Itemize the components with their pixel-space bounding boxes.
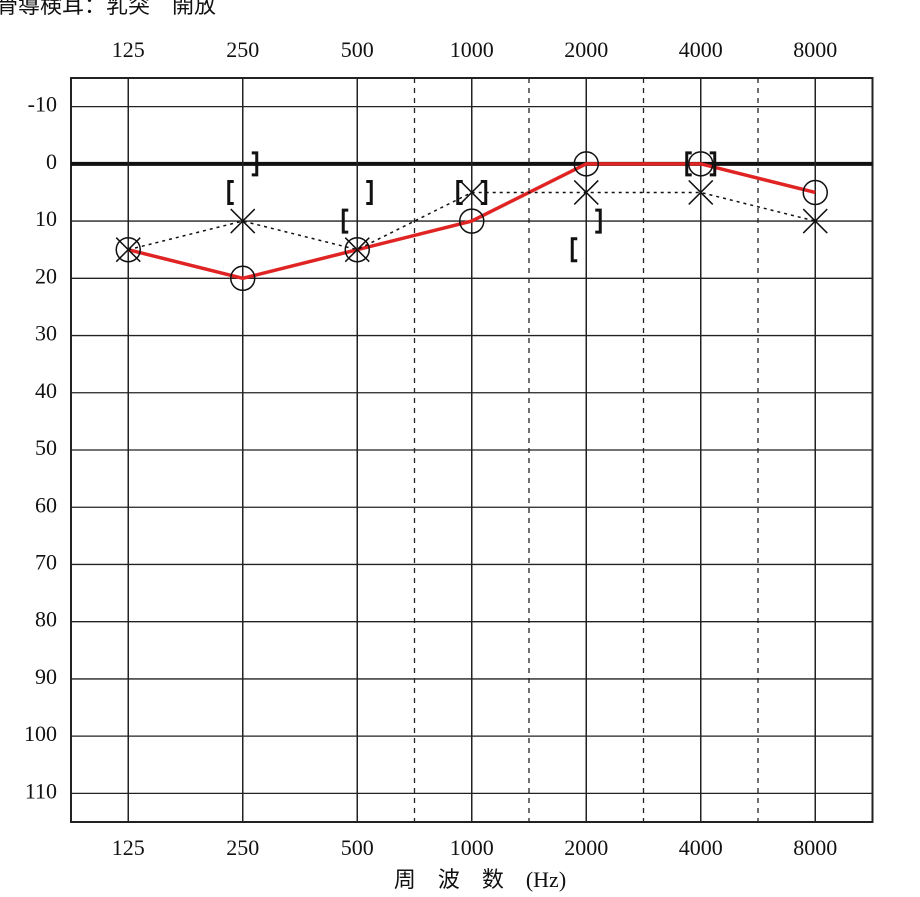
y-tick-label: 110: [25, 778, 57, 803]
bracket-right-marker: [595, 208, 602, 234]
chart-title: 骨導検耳：乳突 開放: [0, 0, 216, 18]
x-marker: [115, 237, 141, 263]
y-tick-label: 60: [35, 492, 57, 517]
x-tick-label: 125: [112, 835, 145, 860]
y-tick-label: 20: [35, 263, 57, 288]
bracket-right-marker: [709, 151, 717, 177]
y-tick-label: 70: [35, 550, 57, 575]
x-tick-label: 8000: [793, 835, 837, 860]
x-tick-label: 4000: [679, 835, 723, 860]
x-marker: [802, 208, 828, 234]
y-tick-label: 40: [35, 378, 57, 403]
x-tick-label-top: 4000: [679, 37, 723, 62]
y-tick-label: 100: [24, 721, 57, 746]
x-marker: [230, 208, 256, 234]
bracket-right-marker: [480, 179, 488, 205]
y-tick-label: 90: [35, 664, 57, 689]
y-tick-label: 0: [46, 149, 57, 174]
bracket-left-marker: [456, 179, 463, 205]
circle-marker: [459, 208, 485, 234]
circle-marker: [802, 179, 828, 206]
x-tick-label-top: 500: [341, 37, 374, 62]
y-tick-label: 50: [35, 435, 57, 460]
series-line: [127, 162, 816, 281]
circle-marker: [688, 151, 714, 177]
circle-marker: [230, 265, 256, 292]
x-axis-label: 周 波 数 (Hz): [394, 867, 566, 892]
y-tick-label: 80: [35, 607, 57, 632]
x-tick-label: 2000: [564, 835, 608, 860]
circle-marker: [115, 236, 141, 263]
x-tick-label-top: 8000: [793, 37, 837, 62]
bracket-left-marker: [341, 208, 349, 234]
bracket-left-marker: [570, 237, 578, 263]
x-tick-label-top: 2000: [564, 37, 608, 62]
x-tick-label-top: 1000: [450, 37, 494, 62]
x-tick-label-top: 125: [112, 37, 145, 62]
x-tick-label-top: 250: [226, 37, 259, 62]
x-marker: [459, 179, 485, 205]
circle-marker: [344, 236, 370, 263]
y-tick-label: 30: [35, 321, 57, 346]
x-marker: [688, 179, 714, 205]
circle-marker: [573, 151, 599, 177]
x-tick-label: 1000: [450, 835, 494, 860]
x-marker: [573, 179, 599, 205]
x-tick-label: 250: [226, 835, 259, 860]
x-marker: [344, 237, 370, 263]
y-tick-label: -10: [28, 92, 57, 117]
bracket-left-marker: [685, 151, 692, 177]
bracket-right-marker: [251, 151, 259, 177]
y-tick-label: 10: [35, 206, 57, 231]
bracket-left-marker: [227, 179, 234, 205]
x-tick-label: 500: [341, 835, 374, 860]
bracket-right-marker: [366, 179, 373, 205]
